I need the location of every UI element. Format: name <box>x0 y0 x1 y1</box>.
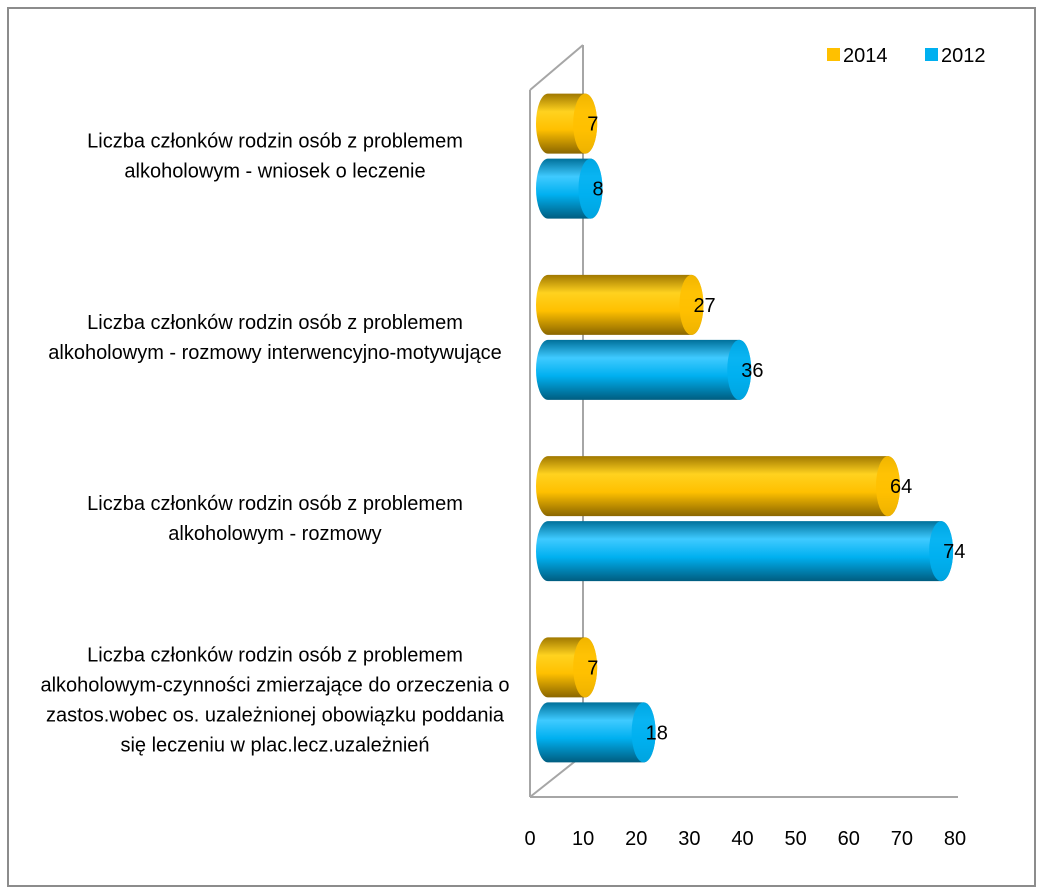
data-label: 27 <box>693 295 715 317</box>
x-tick-label: 50 <box>785 828 807 850</box>
legend-label: 2012 <box>941 45 986 67</box>
x-tick-label: 70 <box>891 828 913 850</box>
x-tick-label: 30 <box>678 828 700 850</box>
data-label: 36 <box>741 360 763 382</box>
x-tick-label: 60 <box>838 828 860 850</box>
y-tick-label: Liczba członków rodzin osób z problemem a… <box>87 493 463 545</box>
bar <box>536 274 704 335</box>
bar-cap <box>679 274 704 335</box>
bar-cap <box>727 339 752 400</box>
data-label: 74 <box>943 541 965 563</box>
data-label: 8 <box>593 179 604 201</box>
x-tick-label: 10 <box>572 828 594 850</box>
bar <box>536 339 752 400</box>
bar-cap <box>573 637 598 698</box>
bar-cap <box>573 93 598 154</box>
y-tick-label: Liczba członków rodzin osób z problemem a… <box>87 131 463 183</box>
bar-cap <box>929 521 954 582</box>
data-label: 7 <box>587 657 598 679</box>
legend-label: 2014 <box>843 45 888 67</box>
bar-cap <box>578 158 603 219</box>
x-tick-label: 40 <box>731 828 753 850</box>
legend-swatch <box>925 48 938 61</box>
x-tick-label: 20 <box>625 828 647 850</box>
data-label: 7 <box>587 114 598 136</box>
x-tick-label: 80 <box>944 828 966 850</box>
bar-cap <box>631 702 656 763</box>
y-tick-label: Liczba członków rodzin osób z problemem a… <box>40 644 509 756</box>
bar <box>536 521 954 582</box>
bar <box>536 456 900 517</box>
data-label: 18 <box>646 722 668 744</box>
y-tick-label: Liczba członków rodzin osób z problemem a… <box>48 312 502 364</box>
frame <box>7 7 1036 887</box>
bar-cap <box>876 456 900 517</box>
legend-swatch <box>827 48 840 61</box>
data-label: 64 <box>890 476 912 498</box>
bar <box>536 702 656 763</box>
x-tick-label: 0 <box>524 828 535 850</box>
